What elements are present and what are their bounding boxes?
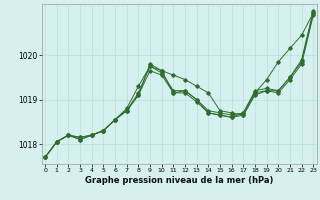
X-axis label: Graphe pression niveau de la mer (hPa): Graphe pression niveau de la mer (hPa) <box>85 176 273 185</box>
